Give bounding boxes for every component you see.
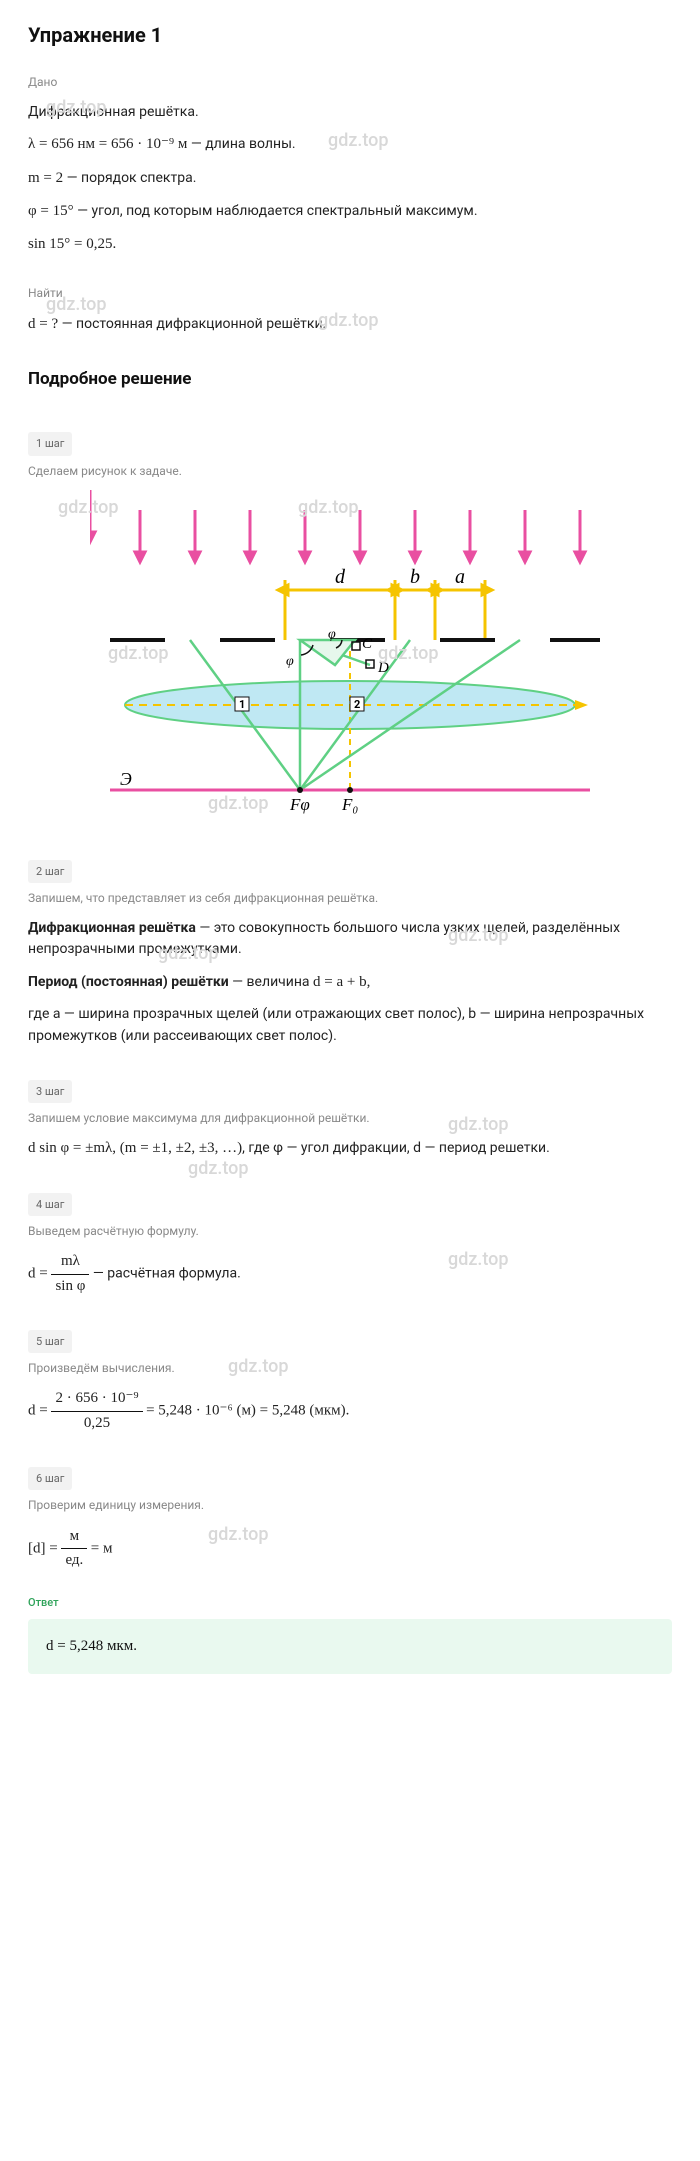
formula-sin: sin 15° = 0,25. [28, 236, 116, 252]
step-badge-6: 6 шаг [28, 1467, 72, 1490]
watermark: gdz.top [208, 1521, 269, 1549]
num-1: 1 [239, 698, 245, 711]
answer-label: Ответ [28, 1594, 672, 1611]
step-caption-3: Запишем условие максимума для дифракцион… [28, 1109, 672, 1128]
step-badge-1: 1 шаг [28, 432, 72, 455]
page-title: Упражнение 1 [28, 20, 672, 51]
given-line-3: m = 2 — порядок спектра. [28, 167, 672, 190]
answer-text: d = 5,248 мкм. [46, 1638, 137, 1654]
optics-diagram: d b a [90, 490, 610, 820]
formula-m: m = 2 [28, 170, 63, 186]
given-label: Дано [28, 73, 672, 92]
dim-a: a [455, 566, 465, 588]
step5-body: d = 2 · 656 · 10⁻⁹ 0,25 = 5,248 · 10⁻⁶ (… [28, 1387, 672, 1435]
dim-d: d [335, 566, 346, 588]
given-line-1: Дифракционная решётка. [28, 102, 672, 124]
focal-fphi: Fφ [289, 795, 310, 814]
step2-body1: Дифракционная решётка — это совокупность… [28, 918, 672, 961]
letter-d: D [377, 660, 389, 676]
step4-body: d = mλ sin φ — расчётная формула. gdz.to… [28, 1250, 672, 1298]
step-caption-1: Сделаем рисунок к задаче. [28, 462, 672, 481]
answer-block: d = 5,248 мкм. [28, 1619, 672, 1674]
given-line-2: λ = 656 нм = 656 · 10⁻⁹ м — длина волны.… [28, 133, 672, 156]
screen-label: Э [120, 769, 132, 789]
focal-f0: F₀ [341, 795, 358, 814]
solution-title: Подробное решение [28, 366, 672, 392]
formula-phi: φ = 15° [28, 203, 74, 219]
find-label: Найти [28, 284, 672, 303]
dim-b: b [410, 566, 420, 588]
step-caption-2: Запишем, что представляет из себя дифрак… [28, 889, 672, 908]
formula-d: d = ? [28, 316, 58, 332]
step-badge-2: 2 шаг [28, 860, 72, 883]
find-line: gdz.top d = ? — постоянная дифракционной… [28, 313, 672, 336]
step-caption-5: Произведём вычисления. gdz.top [28, 1359, 672, 1378]
step3-body: gdz.top d sin φ = ±mλ, (m = ±1, ±2, ±3, … [28, 1137, 672, 1160]
step-badge-3: 3 шаг [28, 1080, 72, 1103]
angle-phi-1: φ [286, 654, 294, 669]
num-2: 2 [354, 698, 360, 711]
watermark: gdz.top [328, 127, 389, 155]
step-caption-4: Выведем расчётную формулу. [28, 1222, 672, 1241]
step-badge-5: 5 шаг [28, 1330, 72, 1353]
given-line-4: φ = 15° — угол, под которым наблюдается … [28, 200, 672, 223]
watermark: gdz.top [228, 1353, 289, 1381]
watermark: gdz.top [318, 307, 379, 335]
formula-lambda: λ = 656 нм = 656 · 10⁻⁹ м [28, 136, 187, 152]
angle-phi-2: φ [328, 627, 336, 642]
watermark: gdz.top [188, 1155, 249, 1183]
step2-body2: Период (постоянная) решётки — величина d… [28, 971, 672, 994]
step-caption-6: Проверим единицу измерения. [28, 1496, 672, 1515]
step6-body: [d] = м ед. = м gdz.top [28, 1525, 672, 1573]
watermark: gdz.top [448, 1246, 509, 1274]
given-line-5: sin 15° = 0,25. [28, 233, 672, 256]
step2-body3: где a — ширина прозрачных щелей (или отр… [28, 1004, 672, 1047]
letter-c: C [362, 636, 373, 652]
step-badge-4: 4 шаг [28, 1193, 72, 1216]
